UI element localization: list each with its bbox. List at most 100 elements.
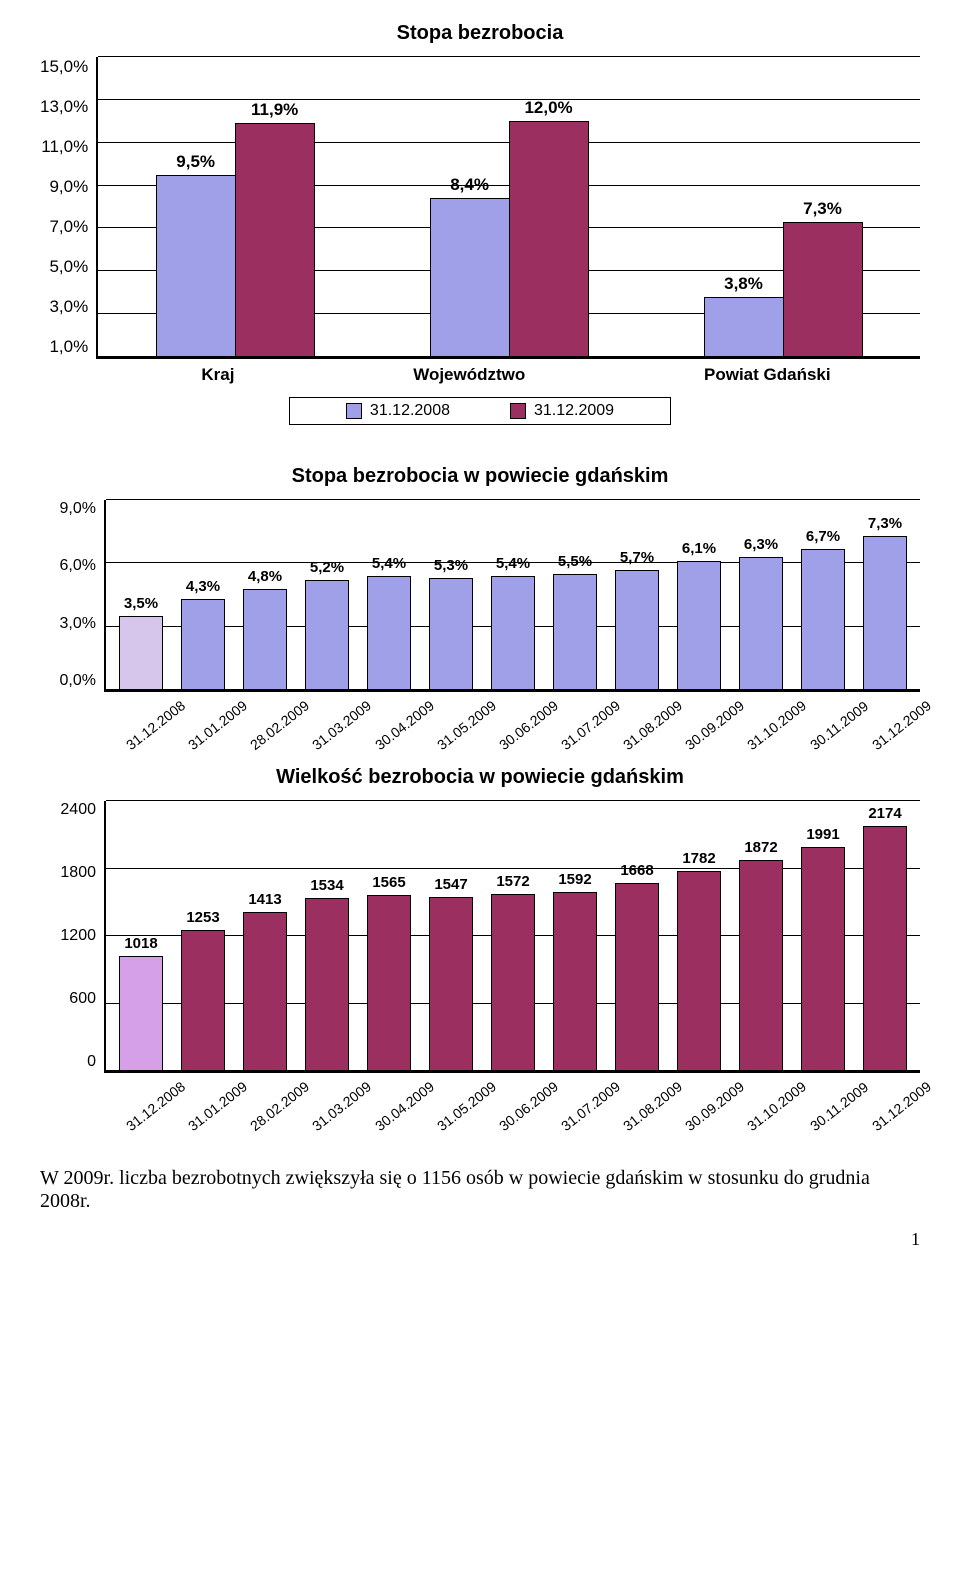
c3-bar: 1253 [181,930,225,1071]
c2-xtick: 31.03.2009 [310,713,355,753]
chart1-bar-label: 3,8% [705,274,783,294]
c3-xtick: 31.03.2009 [310,1094,355,1134]
chart2: 0,0%3,0%6,0%9,0% 3,5%4,3%4,8%5,2%5,4%5,3… [40,500,920,756]
c3-xtick: 31.07.2009 [558,1094,603,1134]
chart1-title: Stopa bezrobocia [40,22,920,45]
c3-bar-label: 1565 [372,874,405,891]
c3-bar-label: 1572 [496,873,529,890]
c2-xtick: 30.09.2009 [682,713,727,753]
c2-ytick: 3,0% [40,615,96,633]
c3-xtick: 28.02.2009 [247,1094,292,1134]
c2-bar-label: 4,8% [248,568,282,585]
c3-bar-label: 1991 [806,826,839,843]
chart1-bar-label: 8,4% [431,175,509,195]
c2-xtick: 31.12.2009 [869,713,914,753]
c3-xtick: 31.10.2009 [744,1094,789,1134]
c3-bar-label: 1782 [682,850,715,867]
page-number: 1 [40,1229,920,1250]
legend-swatch [510,403,526,419]
chart1-xtick: Kraj [201,365,234,385]
c3-ytick: 1200 [40,927,96,945]
c3-ytick: 600 [40,990,96,1008]
chart1-group: 3,8%7,3% [704,222,863,357]
c2-bar-label: 7,3% [868,515,902,532]
c2-bar-label: 6,7% [806,528,840,545]
c2-xtick: 31.07.2009 [558,713,603,753]
c2-bar-label: 5,4% [496,555,530,572]
c3-xtick: 30.09.2009 [682,1094,727,1134]
chart1-bar: 7,3% [783,222,863,357]
c3-xtick: 31.12.2009 [869,1094,914,1134]
chart1-legend-item: 31.12.2008 [346,402,450,420]
chart3-xaxis: 31.12.200831.01.200928.02.200931.03.2009… [40,1073,920,1095]
c2-xtick: 31.01.2009 [185,713,230,753]
c3-bar: 1592 [553,892,597,1071]
c3-bar: 1872 [739,860,783,1071]
c2-bar-label: 5,3% [434,557,468,574]
legend-label: 31.12.2008 [370,402,450,420]
c2-ytick: 0,0% [40,672,96,690]
c3-bar-label: 1253 [186,909,219,926]
c2-ytick: 9,0% [40,500,96,518]
c2-xtick: 28.02.2009 [247,713,292,753]
c2-bar-label: 6,1% [682,540,716,557]
c3-bar: 1565 [367,895,411,1071]
c3-bar: 1782 [677,871,721,1071]
chart1-bar: 9,5% [156,175,236,357]
chart1-legend-item: 31.12.2009 [510,402,614,420]
chart2-plot: 3,5%4,3%4,8%5,2%5,4%5,3%5,4%5,5%5,7%6,1%… [104,500,920,692]
chart1-ytick: 13,0% [40,97,88,117]
chart1-ytick: 1,0% [40,337,88,357]
c2-bar: 5,7% [615,570,659,690]
c3-bar-label: 1413 [248,891,281,908]
c3-bar: 1668 [615,883,659,1071]
c2-bar: 6,1% [677,561,721,690]
c3-bar: 1018 [119,956,163,1071]
chart1-ytick: 11,0% [40,137,88,157]
c3-xtick: 30.11.2009 [807,1094,852,1134]
chart1-yaxis: 15,0%13,0%11,0%9,0%7,0%5,0%3,0%1,0% [40,57,96,357]
chart2-xaxis: 31.12.200831.01.200928.02.200931.03.2009… [40,692,920,714]
c2-bar: 6,3% [739,557,783,690]
chart1-bar: 8,4% [430,198,510,357]
c2-bar-label: 3,5% [124,595,158,612]
c2-bar: 5,4% [491,576,535,690]
chart1-xtick: Województwo [413,365,525,385]
chart1-xtick: Powiat Gdański [704,365,831,385]
c2-xtick: 31.05.2009 [434,713,479,753]
c2-bar: 4,3% [181,599,225,690]
footer-text: W 2009r. liczba bezrobotnych zwiększyła … [40,1167,920,1213]
c3-bar: 1547 [429,897,473,1071]
c2-bar-label: 5,5% [558,553,592,570]
c3-bar: 1534 [305,898,349,1071]
chart2-yaxis: 0,0% 3,0% 6,0% 9,0% [40,500,104,690]
chart1-ytick: 5,0% [40,257,88,277]
chart1-bar: 3,8% [704,297,784,357]
c3-bar: 1991 [801,847,845,1071]
legend-swatch [346,403,362,419]
c2-ytick: 6,0% [40,557,96,575]
chart1-ytick: 9,0% [40,177,88,197]
chart1-xaxis: Kraj Województwo Powiat Gdański [40,359,920,385]
c3-bar-label: 1018 [124,935,157,952]
c2-bar: 5,5% [553,574,597,690]
c2-xtick: 30.11.2009 [807,713,852,753]
c2-bar: 7,3% [863,536,907,690]
chart1-bar-label: 12,0% [510,98,588,118]
c2-bar: 4,8% [243,589,287,690]
c3-bar: 2174 [863,826,907,1071]
c3-bar: 1572 [491,894,535,1071]
legend-label: 31.12.2009 [534,402,614,420]
c3-bar-label: 2174 [868,805,901,822]
c3-xtick: 30.06.2009 [496,1094,541,1134]
chart1-bar-label: 7,3% [784,199,862,219]
chart1-bar-label: 11,9% [236,100,314,120]
chart1-plot: 9,5%11,9%8,4%12,0%3,8%7,3% [96,57,920,359]
chart3: 0600120018002400 10181253141315341565154… [40,801,920,1137]
chart3-yaxis: 0600120018002400 [40,801,104,1071]
c2-bar: 5,4% [367,576,411,690]
c2-bar: 5,3% [429,578,473,690]
c3-xtick: 31.05.2009 [434,1094,479,1134]
c3-bar-label: 1534 [310,877,343,894]
chart3-plot: 1018 1253 1413 1534 1565 1547 1572 1592 1668 1782… [104,801,920,1073]
